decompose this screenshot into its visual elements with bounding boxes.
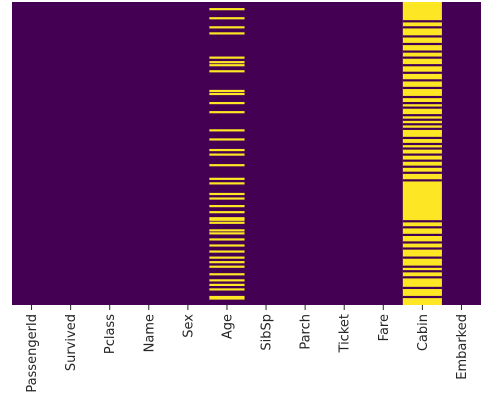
present-cell-cabin xyxy=(402,295,442,299)
present-cell-cabin xyxy=(402,247,442,250)
x-tick-label-sibsp: SibSp xyxy=(260,314,275,351)
present-cell-cabin xyxy=(402,233,442,236)
x-tick-label-passengerid: PassengerId xyxy=(25,314,40,393)
x-tick-label-pclass: Pclass xyxy=(103,314,118,354)
present-cell-cabin xyxy=(402,86,442,90)
missing-cell-age xyxy=(209,8,245,11)
missing-cell-age xyxy=(209,26,245,29)
present-cell-cabin xyxy=(402,220,442,223)
missing-cell-age xyxy=(209,295,245,299)
present-cell-cabin xyxy=(402,101,442,105)
present-cell-cabin xyxy=(402,50,442,53)
missing-cell-age xyxy=(209,218,245,221)
missing-cell-age xyxy=(209,238,245,241)
present-cell-cabin xyxy=(402,136,442,140)
x-axis-ticks: PassengerId Survived Pclass Name Sex Age SibSp… xyxy=(25,305,470,393)
present-cell-cabin xyxy=(402,106,442,109)
missing-cell-age xyxy=(209,297,245,300)
present-cell-cabin xyxy=(402,20,442,23)
missing-cell-age xyxy=(209,261,245,264)
present-cell-cabin xyxy=(402,64,442,67)
present-cell-cabin xyxy=(402,56,442,59)
missing-cell-age xyxy=(209,283,245,286)
present-cell-cabin xyxy=(402,127,442,130)
present-cell-cabin xyxy=(402,241,442,244)
missing-cell-age xyxy=(209,182,245,185)
missing-cell-age xyxy=(209,17,245,20)
missing-cell-age xyxy=(209,229,245,232)
missing-cell-age xyxy=(209,279,245,282)
missing-cell-age xyxy=(209,197,245,200)
missing-cell-age xyxy=(209,32,245,35)
present-cell-cabin xyxy=(402,123,442,126)
present-cell-cabin xyxy=(402,147,442,150)
missing-cell-age xyxy=(209,256,245,259)
present-cell-cabin xyxy=(402,286,442,290)
present-cell-cabin xyxy=(402,118,442,121)
missing-cell-age xyxy=(209,217,245,220)
missing-cell-age xyxy=(209,177,245,180)
present-cell-cabin xyxy=(402,35,442,38)
missing-cell-age xyxy=(209,221,245,224)
missing-cell-age xyxy=(209,265,245,268)
x-tick-label-age: Age xyxy=(220,314,235,339)
present-cell-cabin xyxy=(402,265,442,268)
missing-cell-age xyxy=(209,89,245,93)
x-tick-label-parch: Parch xyxy=(299,314,314,350)
present-cell-cabin xyxy=(402,95,442,99)
heatmap-plot-area xyxy=(12,2,481,305)
x-tick-label-embarked: Embarked xyxy=(455,314,470,380)
missing-cell-age xyxy=(209,92,245,96)
present-cell-cabin xyxy=(402,153,442,156)
present-cell-cabin xyxy=(402,270,442,273)
missing-cell-age xyxy=(209,205,245,208)
missing-cell-age xyxy=(209,273,245,276)
present-cell-cabin xyxy=(402,42,442,46)
x-tick-label-sex: Sex xyxy=(181,314,196,338)
missing-cell-age xyxy=(209,244,245,247)
heatmap-column-age xyxy=(209,8,245,300)
present-cell-cabin xyxy=(402,256,442,259)
present-cell-cabin xyxy=(402,179,442,182)
missing-cell-age xyxy=(209,250,245,253)
missing-cell-age xyxy=(209,129,245,132)
missing-cell-age xyxy=(209,211,245,214)
present-cell-cabin xyxy=(402,71,442,74)
present-cell-cabin xyxy=(402,114,442,117)
missing-cell-age xyxy=(209,192,245,196)
present-cell-cabin xyxy=(402,276,442,279)
heatmap-column-cabin xyxy=(402,2,442,305)
missing-cell-age xyxy=(209,148,245,152)
present-cell-cabin xyxy=(402,142,442,146)
x-tick-label-survived: Survived xyxy=(64,314,79,371)
x-tick-label-fare: Fare xyxy=(377,314,392,341)
x-tick-label-cabin: Cabin xyxy=(416,314,431,351)
present-cell-cabin xyxy=(402,171,442,174)
missing-cell-age xyxy=(209,164,245,167)
missing-cell-age xyxy=(209,101,245,105)
missing-cell-age xyxy=(209,288,245,291)
present-cell-cabin xyxy=(402,165,442,168)
present-cell-cabin xyxy=(402,26,442,29)
present-cell-cabin xyxy=(402,226,442,229)
present-cell-cabin xyxy=(402,79,442,82)
missing-cell-age xyxy=(209,138,245,141)
missing-cell-age xyxy=(209,232,245,235)
missing-cell-age xyxy=(209,111,245,114)
missing-cell-age xyxy=(209,64,245,67)
missing-cell-age xyxy=(209,56,245,59)
x-tick-label-name: Name xyxy=(142,314,157,352)
missing-cell-age xyxy=(209,61,245,64)
missing-cell-age xyxy=(209,153,245,156)
present-cell-cabin xyxy=(402,159,442,162)
x-tick-label-ticket: Ticket xyxy=(338,314,353,353)
missing-cell-age xyxy=(209,70,245,73)
